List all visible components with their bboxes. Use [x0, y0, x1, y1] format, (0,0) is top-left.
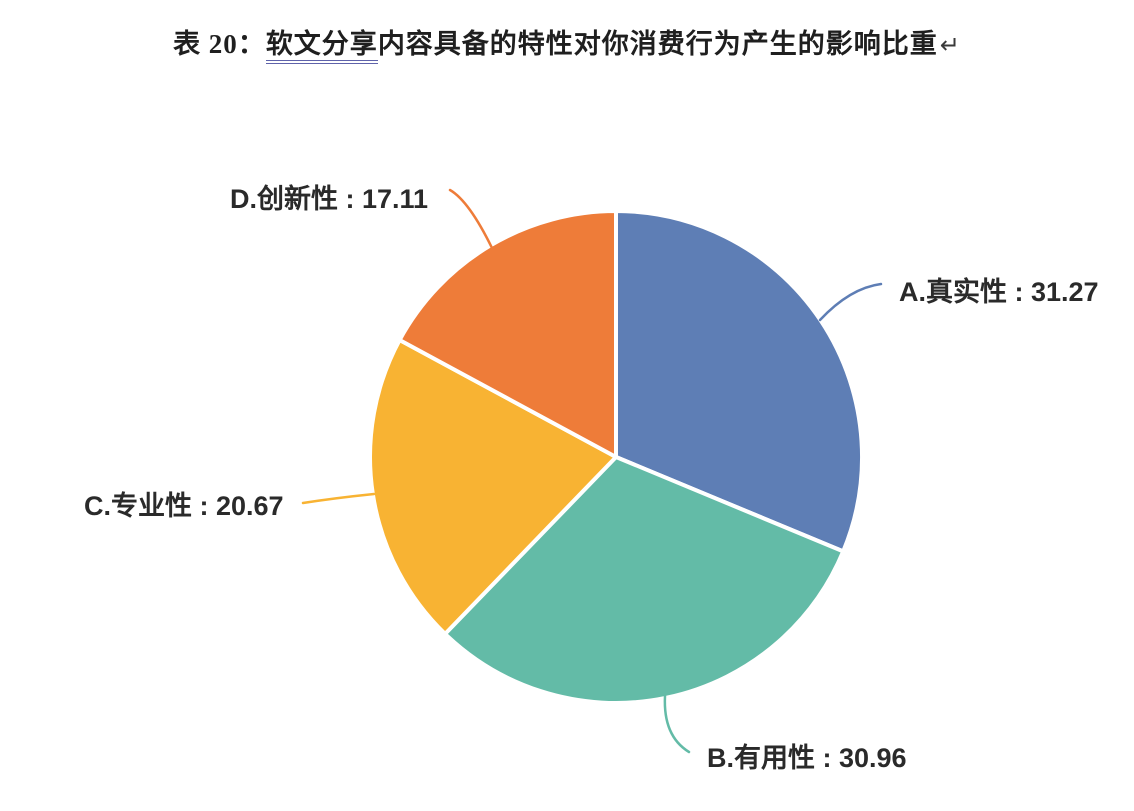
leader-line-a [818, 282, 883, 322]
leader-line-b [663, 694, 691, 754]
pie-label-b: B.有用性 : 30.96 [707, 743, 907, 773]
chart-title: 表 20：软文分享内容具备的特性对你消费行为产生的影响比重↵ [0, 22, 1134, 64]
pie-label-c: C.专业性 : 20.67 [84, 491, 284, 521]
pie-slices [368, 209, 864, 705]
leader-line-c [301, 492, 376, 505]
title-underlined-term: 软文分享 [265, 29, 378, 64]
leader-line-d [448, 188, 494, 250]
pie-label-d: D.创新性 : 17.11 [230, 184, 429, 214]
pie-label-a: A.真实性 : 31.27 [899, 277, 1099, 307]
paragraph-mark-icon: ↵ [939, 31, 961, 59]
title-suffix: 内容具备的特性对你消费行为产生的影响比重 [377, 29, 938, 59]
title-prefix: 表 20： [173, 29, 266, 59]
